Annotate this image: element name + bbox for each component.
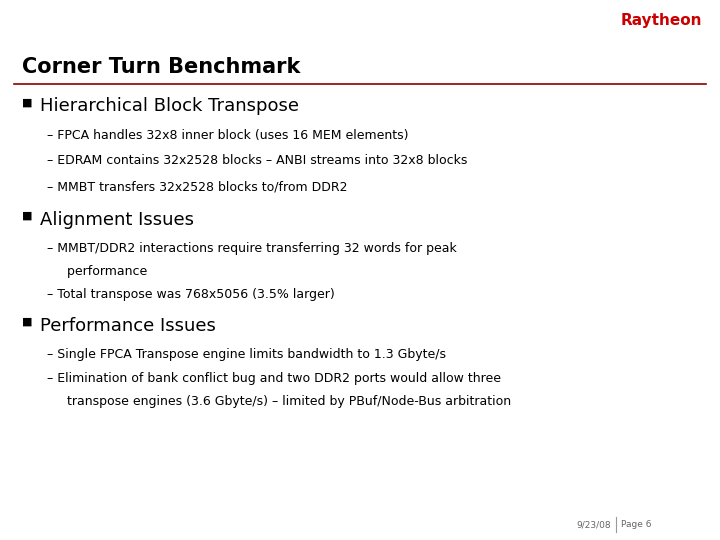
Text: – EDRAM contains 32x2528 blocks – ANBI streams into 32x8 blocks: – EDRAM contains 32x2528 blocks – ANBI s… xyxy=(47,154,467,167)
Text: – MMBT/DDR2 interactions require transferring 32 words for peak: – MMBT/DDR2 interactions require transfe… xyxy=(47,242,456,255)
Text: ■: ■ xyxy=(22,97,32,107)
Text: – Single FPCA Transpose engine limits bandwidth to 1.3 Gbyte/s: – Single FPCA Transpose engine limits ba… xyxy=(47,348,446,361)
Text: – Elimination of bank conflict bug and two DDR2 ports would allow three: – Elimination of bank conflict bug and t… xyxy=(47,372,501,384)
Text: Alignment Issues: Alignment Issues xyxy=(40,211,194,228)
Text: Raytheon: Raytheon xyxy=(621,14,702,29)
Text: – FPCA handles 32x8 inner block (uses 16 MEM elements): – FPCA handles 32x8 inner block (uses 16… xyxy=(47,129,408,141)
Text: ■: ■ xyxy=(22,211,32,221)
Text: Page 6: Page 6 xyxy=(621,521,651,529)
Text: Performance Issues: Performance Issues xyxy=(40,317,215,335)
Text: – Total transpose was 768x5056 (3.5% larger): – Total transpose was 768x5056 (3.5% lar… xyxy=(47,288,335,301)
Text: Hierarchical Block Transpose: Hierarchical Block Transpose xyxy=(40,97,299,115)
Text: 9/23/08: 9/23/08 xyxy=(576,521,611,529)
Text: – MMBT transfers 32x2528 blocks to/from DDR2: – MMBT transfers 32x2528 blocks to/from … xyxy=(47,180,347,193)
Text: Corner Turn Benchmark: Corner Turn Benchmark xyxy=(22,57,300,77)
Text: performance: performance xyxy=(47,265,147,278)
Text: transpose engines (3.6 Gbyte/s) – limited by PBuf/Node-Bus arbitration: transpose engines (3.6 Gbyte/s) – limite… xyxy=(47,395,511,408)
Text: ■: ■ xyxy=(22,317,32,327)
